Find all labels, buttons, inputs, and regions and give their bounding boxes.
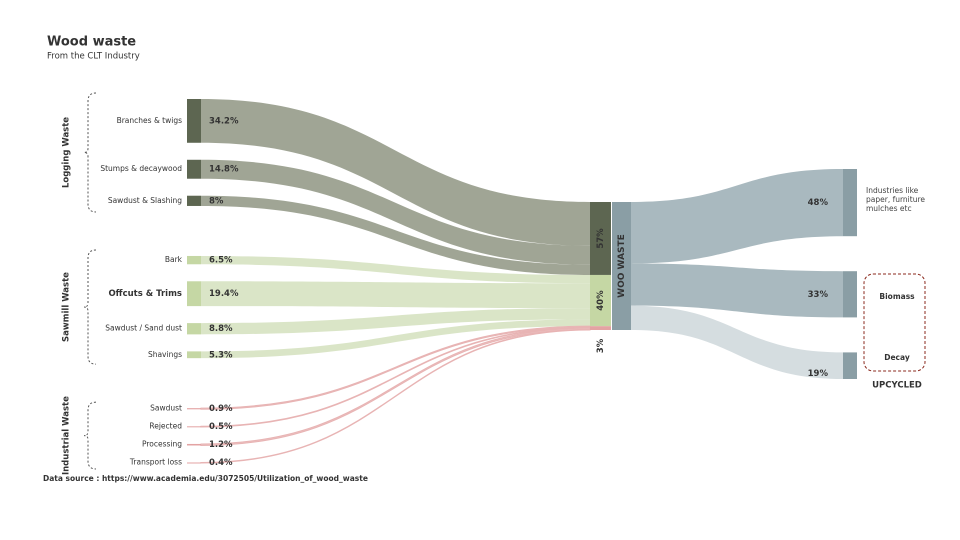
- hub-label: WOO WASTE: [617, 234, 627, 298]
- source-node: [187, 351, 201, 359]
- value-label: 0.5%: [209, 422, 233, 432]
- group-label: Logging Waste: [62, 117, 72, 188]
- flow-link: [201, 281, 590, 309]
- group-brace: [83, 92, 97, 213]
- value-label: 0.9%: [209, 404, 233, 414]
- flow-link: [201, 99, 590, 246]
- source-node: [187, 443, 201, 446]
- source-label: Processing: [142, 440, 182, 449]
- target-node: [843, 352, 857, 379]
- data-source: Data source : https://www.academia.edu/3…: [43, 474, 368, 483]
- flow-link: [200, 327, 591, 446]
- value-label: 5.3%: [209, 350, 233, 360]
- flow-link: [201, 255, 590, 284]
- annotation: UPCYCLED: [872, 381, 922, 391]
- source-label: Transport loss: [129, 458, 182, 467]
- target-value-label: 33%: [808, 290, 829, 300]
- value-label: 8.8%: [209, 324, 233, 334]
- value-label: 0.4%: [209, 458, 233, 468]
- source-label: Shavings: [148, 350, 182, 359]
- target-node: [843, 271, 857, 318]
- source-label: Branches & twigs: [117, 116, 183, 125]
- target-value-label: 48%: [808, 198, 829, 208]
- value-label: 8%: [209, 196, 224, 206]
- source-node: [187, 159, 201, 179]
- target-label: Industries like paper, furniture mulches…: [866, 186, 925, 213]
- source-label: Bark: [165, 255, 183, 264]
- value-label: 1.2%: [209, 440, 233, 450]
- value-label: 34.2%: [209, 116, 239, 126]
- flow-link: [200, 328, 591, 464]
- target-value-label: 19%: [808, 369, 829, 379]
- source-label: Sawdust & Slashing: [108, 196, 182, 205]
- source-node: [187, 255, 201, 265]
- flow-link: [201, 195, 590, 275]
- target-link: [631, 263, 843, 318]
- source-label: Stumps & decaywood: [100, 164, 182, 173]
- source-label: Sawdust: [150, 404, 182, 413]
- group-value-label: 3%: [596, 338, 606, 353]
- flow-link: [201, 308, 590, 335]
- group-value-label: 57%: [596, 228, 606, 249]
- group-node: [590, 274, 611, 327]
- source-node: [187, 323, 201, 335]
- source-label: Rejected: [149, 422, 182, 431]
- value-label: 19.4%: [209, 289, 239, 299]
- target-node: [843, 169, 857, 237]
- flow-link: [201, 159, 590, 265]
- source-node: [187, 408, 201, 410]
- value-label: 14.8%: [209, 165, 239, 175]
- group-brace: [83, 401, 97, 470]
- group-label: Sawmill Waste: [62, 272, 72, 342]
- group-node: [590, 202, 611, 275]
- target-label-box: Industries like paper, furniture mulches…: [866, 186, 925, 213]
- links: [200, 99, 843, 464]
- group-label: Industrial Waste: [62, 396, 72, 475]
- chart-subtitle: From the CLT Industry: [47, 52, 140, 62]
- hub-node: [612, 202, 631, 330]
- group-value-label: 40%: [596, 290, 606, 311]
- chart-title: Wood waste: [47, 35, 136, 50]
- target-link: [631, 305, 843, 379]
- value-label: 6.5%: [209, 256, 233, 266]
- target-label: Decay: [884, 353, 910, 362]
- source-node: [187, 195, 201, 206]
- source-node: [187, 462, 201, 464]
- target-label: Biomass: [879, 292, 915, 301]
- source-label: Offcuts & Trims: [108, 289, 182, 299]
- group-brace: [83, 249, 97, 365]
- source-node: [187, 99, 201, 143]
- source-label: Sawdust / Sand dust: [105, 324, 182, 333]
- upcycled-box: [863, 273, 926, 372]
- source-node: [187, 426, 201, 428]
- source-node: [187, 281, 201, 307]
- flow-link: [201, 319, 590, 359]
- flow-link: [200, 326, 591, 428]
- target-link: [631, 169, 843, 264]
- group-node: [590, 326, 611, 330]
